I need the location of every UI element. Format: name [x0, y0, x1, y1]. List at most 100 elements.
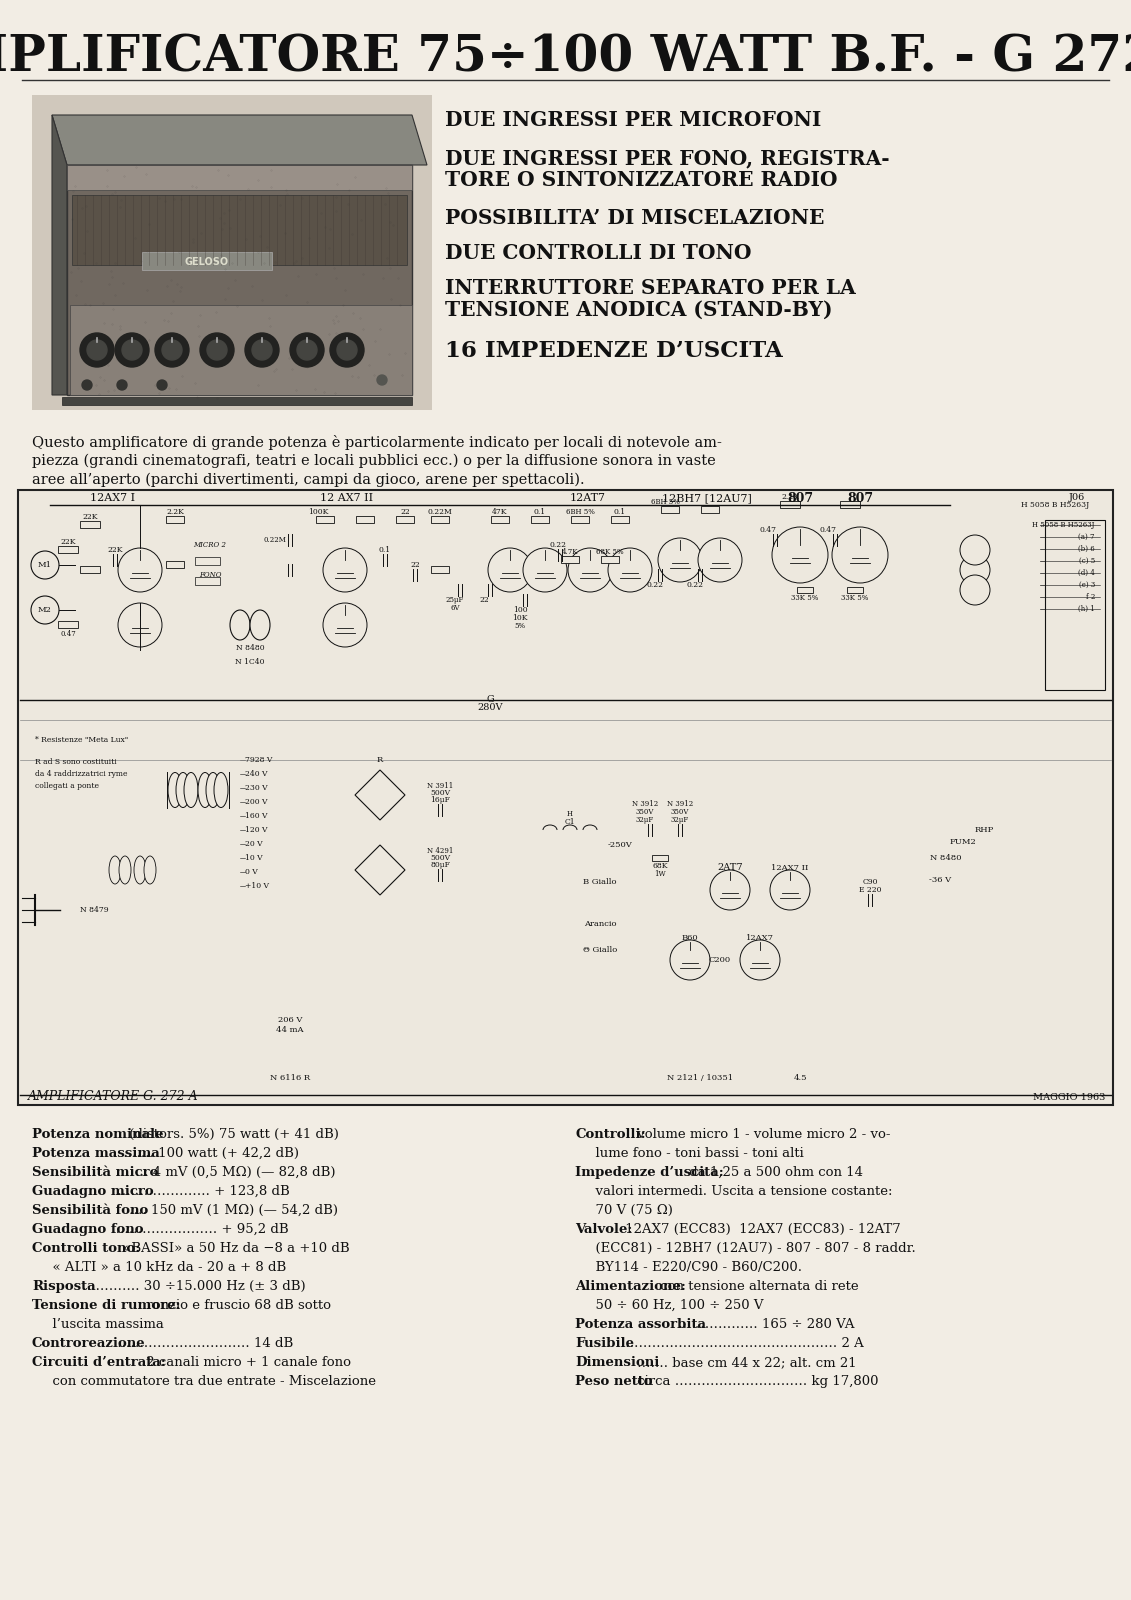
Text: 33K 5%: 33K 5% [792, 594, 819, 602]
Text: ………………………… 14 dB: ………………………… 14 dB [113, 1338, 293, 1350]
Text: 0.1: 0.1 [614, 509, 627, 515]
Text: 0.47: 0.47 [760, 526, 777, 534]
Bar [67, 165, 412, 190]
Circle shape [252, 341, 271, 360]
Text: C200: C200 [709, 955, 731, 963]
Text: 206 V: 206 V [278, 1016, 302, 1024]
Text: MICRO 2: MICRO 2 [193, 541, 226, 549]
Text: MAGGIO 1963: MAGGIO 1963 [1033, 1093, 1105, 1101]
Bar [143, 251, 271, 270]
Bar [1045, 520, 1105, 690]
Text: 0.22: 0.22 [687, 581, 703, 589]
Text: piezza (grandi cinematografi, teatri e locali pubblici ecc.) o per la diffusione: piezza (grandi cinematografi, teatri e l… [32, 454, 716, 469]
Text: DUE INGRESSI PER MICROFONI: DUE INGRESSI PER MICROFONI [444, 110, 821, 130]
Text: …………………… + 95,2 dB: …………………… + 95,2 dB [107, 1222, 290, 1235]
Text: 0.47: 0.47 [820, 526, 837, 534]
Text: 12AX7 I: 12AX7 I [90, 493, 135, 502]
Bar [18, 490, 1113, 1106]
Text: 44 mA: 44 mA [276, 1026, 304, 1034]
Bar [80, 566, 100, 573]
Text: Controlli:: Controlli: [575, 1128, 646, 1141]
Text: 12AX7 II: 12AX7 II [771, 864, 809, 872]
Text: N 2121 / 10351: N 2121 / 10351 [667, 1074, 733, 1082]
Circle shape [608, 547, 651, 592]
Text: AMPLIFICATORE 75÷100 WATT B.F. - G 272-A: AMPLIFICATORE 75÷100 WATT B.F. - G 272-A [0, 34, 1131, 83]
Text: N 3911: N 3911 [426, 782, 454, 790]
Text: 350V: 350V [636, 808, 654, 816]
Text: 100: 100 [512, 606, 527, 614]
Text: 230 V: 230 V [245, 784, 268, 792]
Text: 32μF: 32μF [671, 816, 689, 824]
Circle shape [770, 870, 810, 910]
Circle shape [122, 341, 143, 360]
Text: 12 AX7 II: 12 AX7 II [320, 493, 373, 502]
Bar [611, 515, 629, 523]
Circle shape [290, 333, 323, 366]
Text: 2 canali micro + 1 canale fono: 2 canali micro + 1 canale fono [143, 1357, 352, 1370]
Bar [561, 557, 579, 563]
Text: 0.1: 0.1 [379, 546, 391, 554]
Text: Impedenze d’uscita:: Impedenze d’uscita: [575, 1166, 724, 1179]
Text: BY114 - E220/C90 - B60/C200.: BY114 - E220/C90 - B60/C200. [587, 1261, 802, 1274]
Circle shape [330, 333, 364, 366]
Bar [661, 506, 679, 514]
Text: -36 V: -36 V [929, 877, 951, 883]
Text: DUE CONTROLLI DI TONO: DUE CONTROLLI DI TONO [444, 243, 751, 262]
Circle shape [323, 547, 366, 592]
Text: aree all’aperto (parchi divertimenti, campi da gioco, arene per spettacoli).: aree all’aperto (parchi divertimenti, ca… [32, 474, 585, 488]
Text: N 3912: N 3912 [632, 800, 658, 808]
Text: R: R [377, 757, 383, 765]
Text: (ECC81) - 12BH7 (12AU7) - 807 - 807 - 8 raddr.: (ECC81) - 12BH7 (12AU7) - 807 - 807 - 8 … [587, 1242, 916, 1254]
Circle shape [157, 379, 167, 390]
Text: Potenza massima: Potenza massima [32, 1147, 159, 1160]
Text: « ALTI » a 10 kHz da - 20 a + 8 dB: « ALTI » a 10 kHz da - 20 a + 8 dB [44, 1261, 286, 1274]
Polygon shape [52, 115, 67, 395]
Text: 7928 V: 7928 V [245, 757, 273, 765]
Text: R ad S sono costituiti: R ad S sono costituiti [35, 758, 116, 766]
Text: lume fono - toni bassi - toni alti: lume fono - toni bassi - toni alti [587, 1147, 804, 1160]
Text: 120 V: 120 V [245, 826, 268, 834]
Text: … 4 mV (0,5 MΩ) (— 82,8 dB): … 4 mV (0,5 MΩ) (— 82,8 dB) [130, 1166, 335, 1179]
Circle shape [960, 534, 990, 565]
Circle shape [83, 379, 92, 390]
Text: ………………………………………… 2 A: ………………………………………… 2 A [621, 1338, 864, 1350]
Text: 10 V: 10 V [245, 854, 262, 862]
Text: N 8480: N 8480 [930, 854, 961, 862]
Text: M2: M2 [38, 606, 52, 614]
Bar [58, 621, 78, 627]
Ellipse shape [176, 773, 190, 808]
Circle shape [832, 526, 888, 582]
Text: ……. 100 watt (+ 42,2 dB): ……. 100 watt (+ 42,2 dB) [119, 1147, 299, 1160]
Ellipse shape [206, 773, 221, 808]
Ellipse shape [109, 856, 121, 883]
Text: 0.47: 0.47 [60, 630, 76, 638]
Text: ……. base cm 44 x 22; alt. cm 21: ……. base cm 44 x 22; alt. cm 21 [633, 1357, 856, 1370]
Text: (a) 7: (a) 7 [1079, 533, 1095, 541]
Circle shape [698, 538, 742, 582]
Text: M1: M1 [38, 562, 52, 570]
Text: 2AT7: 2AT7 [717, 864, 743, 872]
Text: AMPLIFICATORE G. 272 A: AMPLIFICATORE G. 272 A [28, 1091, 199, 1104]
Text: Fusibile: Fusibile [575, 1338, 634, 1350]
Text: RHP: RHP [975, 826, 994, 834]
Bar [166, 562, 184, 568]
Text: 22: 22 [400, 509, 409, 515]
Text: 6BH 5%: 6BH 5% [566, 509, 595, 515]
Circle shape [207, 341, 227, 360]
Text: …………. 30 ÷15.000 Hz (± 3 dB): …………. 30 ÷15.000 Hz (± 3 dB) [78, 1280, 307, 1293]
Text: 20 V: 20 V [245, 840, 262, 848]
Bar [571, 515, 589, 523]
Text: con tensione alternata di rete: con tensione alternata di rete [656, 1280, 858, 1293]
Text: 22: 22 [411, 562, 420, 570]
Text: TORE O SINTONIZZATORE RADIO: TORE O SINTONIZZATORE RADIO [444, 170, 837, 190]
Circle shape [568, 547, 612, 592]
Ellipse shape [230, 610, 250, 640]
Text: B60: B60 [682, 934, 698, 942]
Text: 0.22M: 0.22M [428, 509, 452, 515]
Text: N 3912: N 3912 [667, 800, 693, 808]
Text: con commutatore tra due entrate - Miscelazione: con commutatore tra due entrate - Miscel… [44, 1374, 375, 1387]
Circle shape [960, 574, 990, 605]
Text: 10K: 10K [512, 614, 528, 622]
Text: ronzio e fruscio 68 dB sotto: ronzio e fruscio 68 dB sotto [143, 1299, 331, 1312]
Text: DUE INGRESSI PER FONO, REGISTRA-: DUE INGRESSI PER FONO, REGISTRA- [444, 149, 890, 168]
